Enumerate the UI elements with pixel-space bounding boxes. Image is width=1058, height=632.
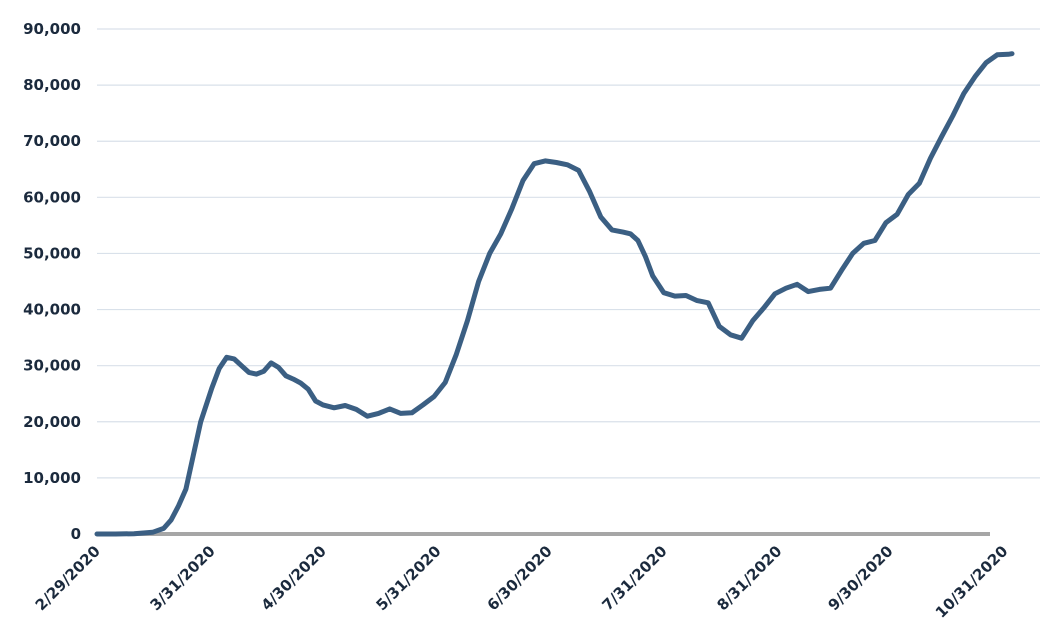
x-axis-ticks: 2/29/2020 3/31/2020 4/30/2020 5/31/2020 6/30… xyxy=(32,542,1012,622)
x-tick-label: 6/30/2020 xyxy=(484,542,556,614)
x-tick-label: 5/31/2020 xyxy=(372,542,444,614)
x-tick-label: 3/31/2020 xyxy=(147,542,219,614)
y-tick-label: 10,000 xyxy=(23,469,81,487)
x-tick-label: 8/31/2020 xyxy=(713,542,785,614)
y-tick-label: 50,000 xyxy=(23,244,81,262)
x-tick-label: 9/30/2020 xyxy=(824,542,896,614)
y-tick-label: 70,000 xyxy=(23,132,81,150)
x-tick-label: 4/30/2020 xyxy=(258,542,330,614)
x-tick-label: 7/31/2020 xyxy=(598,542,670,614)
series-line xyxy=(94,51,1015,537)
y-tick-label: 20,000 xyxy=(23,413,81,431)
x-tick-label: 10/31/2020 xyxy=(932,542,1012,622)
y-axis-ticks: 0 10,000 20,000 30,000 40,000 50,000 60,000 70,… xyxy=(23,20,81,543)
y-tick-label: 40,000 xyxy=(23,301,81,319)
x-tick-label: 2/29/2020 xyxy=(32,542,104,614)
y-tick-label: 80,000 xyxy=(23,76,81,94)
y-tick-label: 60,000 xyxy=(23,188,81,206)
y-tick-label: 30,000 xyxy=(23,357,81,375)
gridlines xyxy=(97,28,1040,479)
y-tick-label: 90,000 xyxy=(23,20,81,38)
y-tick-label: 0 xyxy=(71,525,81,543)
